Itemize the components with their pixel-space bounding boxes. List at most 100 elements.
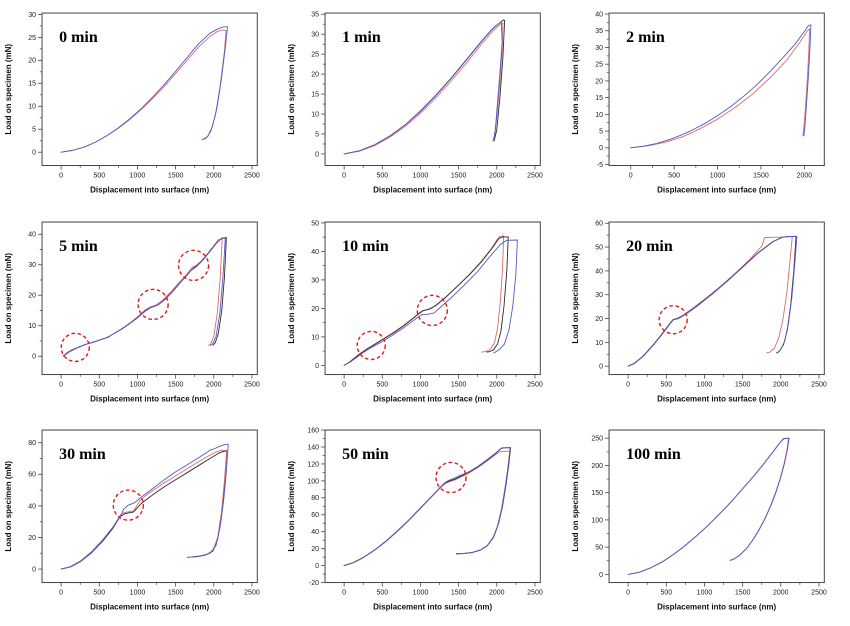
x-tick-label: 0 [626,381,630,388]
curve-test-blue [629,24,812,149]
curve-test-red [60,29,227,153]
x-tick-label: 2000 [489,173,505,180]
chart-0-min: 0 500 1000 1500 2000 2500 0 5 10 15 20 25 30 Displace… [4,12,260,195]
panel-20min: 0 500 1000 1500 2000 2500 0 10 20 30 40 50 60 Displac… [567,209,850,418]
x-tick-label: 500 [93,173,105,180]
curve-test-blue [627,235,797,367]
x-axis-label: Displacement into surface (nm) [90,186,209,195]
panel-0min: 0 500 1000 1500 2000 2500 0 5 10 15 20 25 30 Displace… [0,0,283,209]
y-tick-label: 10 [595,112,603,119]
y-tick-label: 20 [595,78,603,85]
pop-in-circle [177,249,210,281]
y-tick-label: 0 [315,151,319,158]
panel-title: 1 min [342,29,381,46]
y-tick-label: 10 [312,111,320,118]
y-tick-label: 20 [28,58,36,65]
x-tick-label: 1000 [130,381,146,388]
y-tick-label: 140 [308,445,320,452]
x-tick-label: 500 [377,173,389,180]
y-tick-label: 25 [595,62,603,69]
x-tick-label: 500 [668,173,680,180]
x-tick-label: 2000 [796,173,812,180]
panel-title: 2 min [626,29,665,46]
y-axis-label: Load on specimen (mN) [287,461,296,552]
x-axis-label: Displacement into surface (nm) [90,603,209,612]
y-tick-label: -20 [309,580,319,587]
y-tick-label: 60 [28,472,36,479]
x-tick-label: 500 [93,381,105,388]
x-axis-label: Displacement into surface (nm) [90,394,209,403]
plot-box [324,12,542,167]
plot-box [41,221,258,375]
x-axis-label: Displacement into surface (nm) [373,603,492,612]
y-axis-label: Load on specimen (mN) [4,44,13,135]
y-tick-label: 200 [591,463,603,470]
y-tick-label: 0 [599,572,603,579]
y-tick-label: 20 [28,292,36,299]
panel-100min: 0 500 1000 1500 2000 2500 0 50 100 150 200 250 Displ… [567,417,850,626]
curve-test-red [344,235,505,366]
x-axis-label: Displacement into surface (nm) [657,394,776,403]
y-tick-label: 40 [312,529,320,536]
chart-20-min: 0 500 1000 1500 2000 2500 0 10 20 30 40 50 60 Displac… [571,220,827,403]
y-tick-label: 80 [28,440,36,447]
pop-in-circle [356,330,387,360]
x-tick-label: 1500 [753,173,769,180]
x-tick-label: 2500 [244,381,260,388]
x-tick-label: 500 [377,590,389,597]
curve-test-black [60,450,228,570]
x-tick-label: 500 [660,590,672,597]
y-tick-label: 10 [28,323,36,330]
curve-test-red [60,450,228,570]
x-tick-label: 0 [343,590,347,597]
x-axis-label: Displacement into surface (nm) [373,186,492,195]
y-tick-label: 250 [591,436,603,443]
y-tick-label: 20 [312,305,320,312]
y-tick-label: 0 [315,563,319,570]
x-tick-label: 1000 [413,381,429,388]
x-tick-label: 0 [59,381,63,388]
y-tick-label: 0 [32,150,36,157]
y-tick-label: 20 [28,535,36,542]
panel-title: 5 min [59,238,98,255]
x-tick-label: 2500 [811,590,827,597]
y-tick-label: 0 [32,567,36,574]
chart-10-min: 0 500 1000 1500 2000 2500 0 10 20 30 40 50 Displacem… [287,220,544,403]
y-axis-label: Load on specimen (mN) [4,461,13,552]
x-tick-label: 1000 [130,173,146,180]
x-tick-label: 2500 [528,381,544,388]
y-tick-label: 30 [312,277,320,284]
panel-2min: 0 500 1000 1500 2000 -5 0 5 10 15 20 25 30 35 40 Displa… [567,0,850,209]
chart-2-min: 0 500 1000 1500 2000 -5 0 5 10 15 20 25 30 35 40 Displa… [571,11,825,195]
pop-in-circle [60,332,90,362]
x-tick-label: 2500 [244,590,260,597]
y-tick-label: 60 [312,512,320,519]
y-tick-label: 25 [28,35,36,42]
y-tick-label: 40 [595,11,603,18]
y-tick-label: 30 [312,32,320,39]
y-axis-label: Load on specimen (mN) [571,252,580,343]
curve-test-red [629,28,810,149]
y-tick-label: 0 [32,353,36,360]
x-tick-label: 1500 [735,381,751,388]
chart-100-min: 0 500 1000 1500 2000 2500 0 50 100 150 200 250 Displ… [571,429,827,612]
curve-test-black [344,236,510,366]
x-tick-label: 0 [59,590,63,597]
y-tick-label: 50 [312,220,320,227]
y-tick-label: 30 [28,12,36,19]
curve-test-blue [344,239,519,366]
y-axis-label: Load on specimen (mN) [287,252,296,343]
curve-test-red [627,235,793,367]
curve-test-red [344,22,504,155]
x-tick-label: 1500 [451,381,467,388]
y-tick-label: 80 [312,496,320,503]
x-tick-label: 0 [343,381,347,388]
y-tick-label: 60 [595,220,603,227]
x-tick-label: 500 [660,381,672,388]
y-tick-label: 40 [28,504,36,511]
y-tick-label: 30 [28,262,36,269]
pop-in-circle [112,489,145,522]
x-tick-label: 1500 [451,173,467,180]
y-tick-label: 5 [32,127,36,134]
y-tick-label: 50 [595,545,603,552]
